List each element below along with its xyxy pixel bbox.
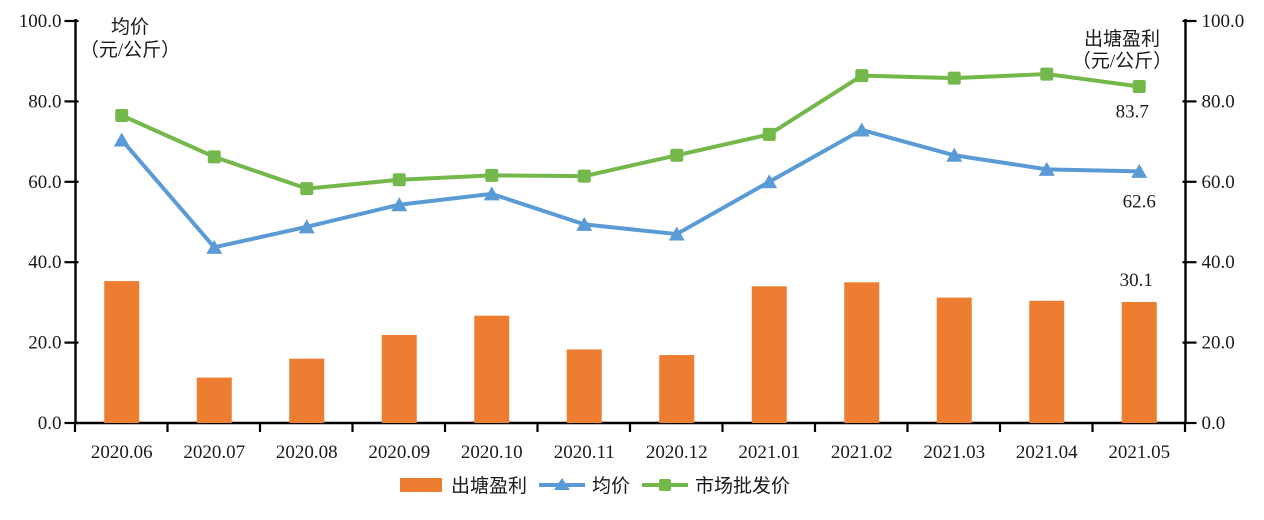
- pond-profit-bar: [104, 281, 140, 423]
- avg-price-marker: [761, 174, 778, 189]
- wholesale-price-data-label: 83.7: [1116, 102, 1149, 123]
- legend-item-pond-profit: 出塘盈利: [398, 471, 527, 498]
- wholesale-price-marker: [300, 182, 314, 196]
- right-axis-title-line2: （元/公斤）: [1072, 50, 1172, 72]
- right-axis-tick-label: 20.0: [1202, 333, 1235, 354]
- avg-price-line: [119, 127, 1142, 250]
- wholesale-price-marker: [485, 168, 499, 182]
- category-label: 2020.06: [91, 442, 153, 463]
- legend-item-wholesale-price: 市场批发价: [642, 471, 790, 498]
- pond-profit-bar: [659, 355, 695, 423]
- legend-label-wholesale-price: 市场批发价: [695, 476, 791, 497]
- wholesale-price-marker: [577, 169, 591, 183]
- legend-item-avg-price: 均价: [539, 471, 630, 498]
- avg-price-marker: [1038, 161, 1055, 176]
- line-series-group: [113, 67, 1148, 254]
- avg-price-data-label: 62.6: [1123, 191, 1156, 212]
- pond-profit-bar: [751, 286, 787, 423]
- category-label: 2021.05: [1108, 442, 1170, 463]
- left-axis-tick-label: 60.0: [28, 172, 61, 193]
- right-axis-title-line1: 出塘盈利: [1084, 28, 1160, 50]
- wholesale-price-marker: [115, 108, 129, 122]
- wholesale-price-marker: [670, 148, 684, 162]
- left-axis-tick-label: 20.0: [28, 333, 61, 354]
- pond-profit-bar: [196, 377, 232, 423]
- axes: [64, 19, 1197, 432]
- legend-square-marker: [659, 478, 672, 491]
- category-label: 2020.07: [183, 442, 245, 463]
- pond-profit-bar: [936, 297, 972, 423]
- wholesale-price-marker: [1040, 67, 1054, 81]
- right-axis-tick-label: 80.0: [1202, 91, 1235, 112]
- legend-avg-price-marker-icon: [539, 477, 586, 490]
- left-axis-title-line1: 均价: [111, 16, 149, 38]
- left-axis-tick-label: 40.0: [28, 252, 61, 273]
- legend-pond-profit-swatch-icon: [400, 477, 442, 492]
- pond-profit-bar: [1121, 301, 1157, 423]
- right-axis-tick-label: 100.0: [1202, 11, 1245, 32]
- category-label: 2021.03: [923, 442, 985, 463]
- avg-price-marker: [1131, 163, 1148, 178]
- avg-price-marker: [946, 147, 963, 162]
- data-labels-group: 83.7 62.6 30.1: [1116, 102, 1156, 291]
- left-axis-tick-label: 80.0: [28, 91, 61, 112]
- pond-profit-data-label: 30.1: [1120, 270, 1153, 291]
- legend-label-pond-profit: 出塘盈利: [451, 476, 528, 497]
- pond-profit-bar: [566, 349, 602, 423]
- wholesale-price-marker: [762, 127, 776, 141]
- category-label: 2021.02: [831, 442, 893, 463]
- wholesale-price-marker: [392, 173, 406, 187]
- avg-price-marker: [298, 219, 315, 234]
- wholesale-price-marker: [1132, 80, 1146, 94]
- wholesale-price-marker: [207, 150, 221, 164]
- left-axis-tick-label: 100.0: [19, 11, 62, 32]
- avg-price-marker: [576, 216, 593, 231]
- category-label: 2020.08: [276, 442, 338, 463]
- category-label: 2020.10: [461, 442, 523, 463]
- category-label: 2021.04: [1016, 442, 1078, 463]
- avg-price-marker: [853, 122, 870, 137]
- legend-triangle-marker: [554, 477, 571, 490]
- wholesale-price-marker: [855, 69, 869, 83]
- avg-price-marker: [113, 132, 130, 147]
- pond-profit-bar: [1029, 300, 1065, 423]
- legend-bar-swatch: [400, 477, 442, 492]
- legend-label-avg-price: 均价: [592, 476, 631, 497]
- wholesale-price-line: [119, 72, 1142, 191]
- category-label: 2020.12: [646, 442, 708, 463]
- category-label: 2020.09: [368, 442, 430, 463]
- category-label: 2021.01: [738, 442, 800, 463]
- avg-price-marker: [668, 226, 685, 241]
- avg-price-marker: [391, 197, 408, 212]
- chart-legend: 出塘盈利 均价 市场批发价: [398, 471, 790, 498]
- bar-series-group: [104, 281, 1157, 423]
- left-axis-title-line2: （元/公斤）: [80, 39, 180, 61]
- pond-profit-bar: [844, 282, 880, 423]
- pond-profit-bar: [474, 315, 510, 423]
- legend-wholesale-price-marker-icon: [642, 478, 689, 491]
- category-labels-group: 2020.06 2020.07 2020.08 2020.09 2020.10 2020.…: [91, 442, 1170, 463]
- right-axis-tick-label: 60.0: [1202, 172, 1235, 193]
- avg-price-marker: [483, 186, 500, 201]
- pond-profit-bar: [289, 358, 325, 423]
- wholesale-price-marker: [947, 71, 961, 85]
- pond-profit-bar: [381, 334, 417, 423]
- tick-labels-group: 0.0 0.0 20.0 20.0 40.0 40.0 60.0 60.0 80.0 80.0 10…: [19, 11, 1245, 434]
- right-axis-tick-label: 40.0: [1202, 252, 1235, 273]
- avg-price-marker: [206, 239, 223, 254]
- category-label: 2020.11: [554, 442, 615, 463]
- right-axis-tick-label: 0.0: [1202, 413, 1226, 434]
- left-axis-tick-label: 0.0: [38, 413, 62, 434]
